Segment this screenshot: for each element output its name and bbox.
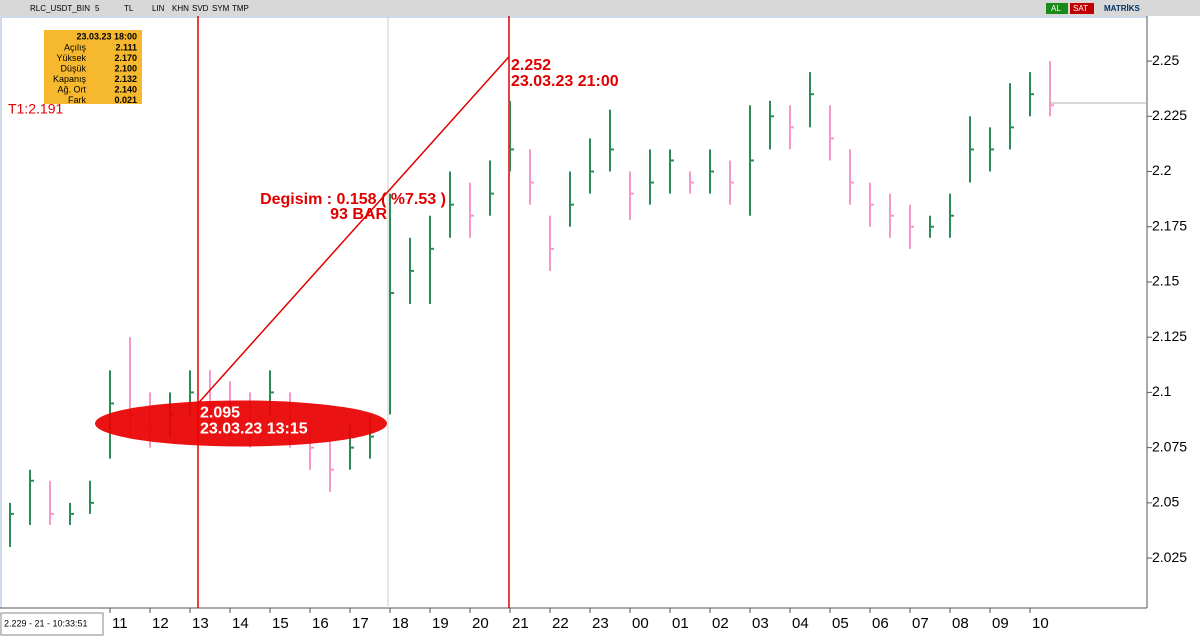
x-tick-label: 20 bbox=[472, 615, 489, 632]
x-tick-label: 08 bbox=[952, 615, 969, 632]
status-box bbox=[0, 612, 104, 636]
trend-start-value: 2.095 bbox=[200, 405, 240, 422]
x-tick-label: 13 bbox=[192, 615, 209, 632]
y-tick-label: 2.15 bbox=[1152, 273, 1179, 289]
brand: MATRİKS bbox=[1104, 4, 1141, 13]
buy-button-bg bbox=[1046, 3, 1068, 14]
x-tick-label: 15 bbox=[272, 615, 289, 632]
toolbar-button: SVD bbox=[192, 4, 209, 13]
y-tick-label: 2.225 bbox=[1152, 107, 1187, 123]
trend-line bbox=[197, 56, 510, 404]
y-tick-label: 2.2 bbox=[1152, 162, 1172, 178]
x-axis-strip bbox=[0, 608, 1200, 642]
x-tick-label: 04 bbox=[792, 615, 809, 632]
buy-button[interactable]: AL bbox=[1051, 4, 1061, 13]
info-label: Fark bbox=[68, 95, 87, 105]
period: 5 bbox=[95, 4, 100, 13]
info-value: 2.140 bbox=[114, 84, 137, 94]
toolbar-button: KHN bbox=[172, 4, 189, 13]
sell-button-bg bbox=[1070, 3, 1094, 14]
x-tick-label: 16 bbox=[312, 615, 329, 632]
info-value: 0.021 bbox=[114, 95, 137, 105]
trend-end-date: 23.03.23 21:00 bbox=[511, 73, 619, 90]
x-tick-label: 23 bbox=[592, 615, 609, 632]
x-tick-label: 09 bbox=[992, 615, 1009, 632]
toolbar-button: TMP bbox=[232, 4, 249, 13]
x-tick-label: 01 bbox=[672, 615, 689, 632]
x-tick-label: 05 bbox=[832, 615, 849, 632]
x-tick-label: 12 bbox=[152, 615, 169, 632]
status: 2.229 - 21 - 10:33:51 bbox=[4, 618, 88, 628]
info-label: Kapanış bbox=[53, 74, 87, 84]
toolbar bbox=[0, 0, 1200, 16]
x-tick-label: 19 bbox=[432, 615, 449, 632]
info-value: 2.111 bbox=[115, 42, 137, 52]
x-tick-label: 06 bbox=[872, 615, 889, 632]
x-tick-label: 14 bbox=[232, 615, 249, 632]
y-tick-label: 2.05 bbox=[1152, 494, 1179, 510]
x-tick-label: 22 bbox=[552, 615, 569, 632]
info-label: Düşük bbox=[60, 63, 86, 73]
x-tick-label: 11 bbox=[112, 615, 128, 632]
info-box bbox=[44, 30, 142, 104]
x-tick-label: 21 bbox=[512, 615, 529, 632]
x-tick-label: 18 bbox=[392, 615, 409, 632]
y-tick-label: 2.125 bbox=[1152, 328, 1187, 344]
trend-end-value: 2.252 bbox=[511, 57, 551, 74]
x-tick-label: 10 bbox=[1032, 615, 1049, 632]
highlight-ellipse bbox=[95, 400, 387, 447]
y-tick-label: 2.075 bbox=[1152, 438, 1187, 454]
y-tick-label: 2.1 bbox=[1152, 383, 1172, 399]
toolbar-button: SYM bbox=[212, 4, 230, 13]
x-tick-label: 02 bbox=[712, 615, 729, 632]
y-tick-label: 2.25 bbox=[1152, 52, 1179, 68]
info-value: 2.170 bbox=[114, 53, 137, 63]
info-date: 23.03.23 18:00 bbox=[76, 31, 137, 41]
x-tick-label: 07 bbox=[912, 615, 929, 632]
t1-label: T1:2.191 bbox=[8, 101, 63, 117]
y-tick-label: 2.025 bbox=[1152, 549, 1187, 565]
x-tick-label: 17 bbox=[352, 615, 369, 632]
trend-bars: 93 BAR bbox=[330, 206, 387, 223]
currency: TL bbox=[124, 4, 134, 13]
trend-start-date: 23.03.23 13:15 bbox=[200, 421, 308, 438]
info-label: Açılış bbox=[64, 42, 87, 52]
symbol: RLC_USDT_BIN bbox=[30, 4, 90, 13]
info-label: Ağ. Ort bbox=[57, 84, 86, 94]
toolbar-button: LIN bbox=[152, 4, 165, 13]
info-value: 2.132 bbox=[114, 74, 137, 84]
trend-change: Degisim : 0.158 ( %7.53 ) bbox=[260, 191, 446, 208]
x-tick-label: 03 bbox=[752, 615, 769, 632]
info-value: 2.100 bbox=[114, 63, 137, 73]
x-tick-label: 00 bbox=[632, 615, 649, 632]
sell-button[interactable]: SAT bbox=[1073, 4, 1088, 13]
y-tick-label: 2.175 bbox=[1152, 217, 1187, 233]
info-label: Yüksek bbox=[56, 53, 86, 63]
